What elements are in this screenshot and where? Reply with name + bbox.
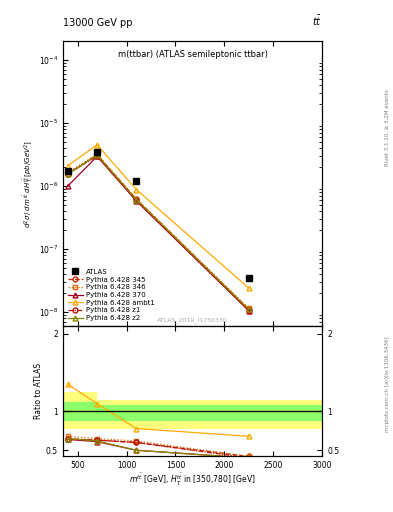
Text: Rivet 3.1.10, ≥ 3.2M events: Rivet 3.1.10, ≥ 3.2M events xyxy=(385,90,389,166)
Y-axis label: Ratio to ATLAS: Ratio to ATLAS xyxy=(34,363,43,419)
Text: m(ttbar) (ATLAS semileptonic ttbar): m(ttbar) (ATLAS semileptonic ttbar) xyxy=(118,50,268,58)
Text: $t\bar{t}$: $t\bar{t}$ xyxy=(312,14,322,28)
Text: ATLAS_2019_I1750330: ATLAS_2019_I1750330 xyxy=(157,317,228,323)
Text: mcplots.cern.ch [arXiv:1306.3436]: mcplots.cern.ch [arXiv:1306.3436] xyxy=(385,336,389,432)
Legend: ATLAS, Pythia 6.428 345, Pythia 6.428 346, Pythia 6.428 370, Pythia 6.428 ambt1,: ATLAS, Pythia 6.428 345, Pythia 6.428 34… xyxy=(66,267,156,323)
X-axis label: $m^{t\bar{t}}$ [GeV], $H_T^{t\bar{t}}$ in [350,780] [GeV]: $m^{t\bar{t}}$ [GeV], $H_T^{t\bar{t}}$ i… xyxy=(129,472,256,488)
Text: 13000 GeV pp: 13000 GeV pp xyxy=(63,18,132,28)
Y-axis label: $d^2\sigma\,/\,d\,m^{t\bar{t}}\,d\,H_T^{t\bar{t}}\,[pb/GeV^2]$: $d^2\sigma\,/\,d\,m^{t\bar{t}}\,d\,H_T^{… xyxy=(22,139,36,228)
